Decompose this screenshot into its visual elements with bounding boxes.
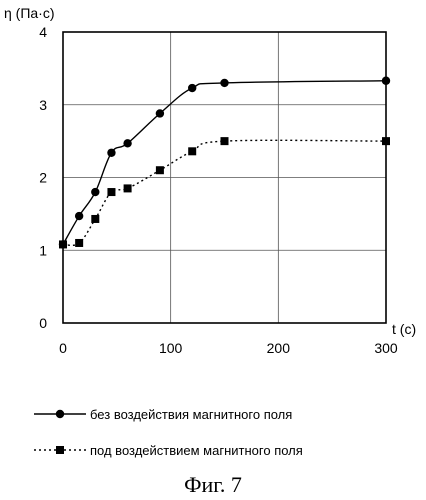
y-tick-label: 1 bbox=[39, 242, 47, 258]
legend-marker-circle bbox=[56, 410, 64, 418]
data-point-circle bbox=[91, 188, 99, 196]
data-point-circle bbox=[123, 139, 131, 147]
data-point-circle bbox=[382, 77, 390, 85]
data-point-square bbox=[91, 215, 99, 223]
data-point-circle bbox=[188, 84, 196, 92]
legend-label-0: без воздействия магнитного поля bbox=[90, 407, 292, 422]
data-point-square bbox=[382, 137, 390, 145]
data-point-square bbox=[156, 166, 164, 174]
data-point-circle bbox=[107, 149, 115, 157]
data-point-square bbox=[107, 188, 115, 196]
data-point-circle bbox=[220, 79, 228, 87]
x-tick-label: 0 bbox=[59, 340, 67, 356]
figure-caption: Фиг. 7 bbox=[184, 472, 242, 497]
data-point-square bbox=[188, 147, 196, 155]
y-tick-label: 3 bbox=[39, 97, 47, 113]
x-tick-label: 100 bbox=[159, 340, 183, 356]
y-axis-label: η (Па·с) bbox=[4, 5, 55, 21]
data-point-square bbox=[221, 137, 229, 145]
data-point-circle bbox=[156, 109, 164, 117]
legend-label-1: под воздействием магнитного поля bbox=[90, 443, 303, 458]
x-tick-label: 200 bbox=[267, 340, 291, 356]
data-point-square bbox=[124, 184, 132, 192]
series-markers bbox=[59, 77, 390, 249]
y-tick-label: 2 bbox=[39, 170, 47, 186]
x-tick-labels: 0 100 200 300 bbox=[59, 340, 398, 356]
data-point-circle bbox=[75, 212, 83, 220]
y-tick-label: 0 bbox=[39, 315, 47, 331]
legend-marker-square bbox=[56, 446, 64, 454]
data-point-square bbox=[75, 239, 83, 247]
x-axis-label: t (с) bbox=[392, 321, 416, 337]
series-lines bbox=[63, 81, 386, 246]
y-tick-labels: 0 1 2 3 4 bbox=[39, 24, 47, 331]
y-tick-label: 4 bbox=[39, 24, 47, 40]
x-tick-label: 300 bbox=[374, 340, 398, 356]
series-line-0 bbox=[63, 81, 386, 245]
data-point-square bbox=[59, 240, 67, 248]
legend: без воздействия магнитного поля под возде… bbox=[34, 407, 303, 458]
grid-lines bbox=[63, 32, 386, 323]
